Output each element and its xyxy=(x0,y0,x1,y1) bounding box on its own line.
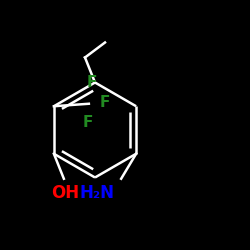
Text: H₂N: H₂N xyxy=(80,184,115,202)
Text: OH: OH xyxy=(51,184,79,202)
Text: F: F xyxy=(100,95,110,110)
Text: F: F xyxy=(82,115,93,130)
Text: F: F xyxy=(86,75,97,90)
